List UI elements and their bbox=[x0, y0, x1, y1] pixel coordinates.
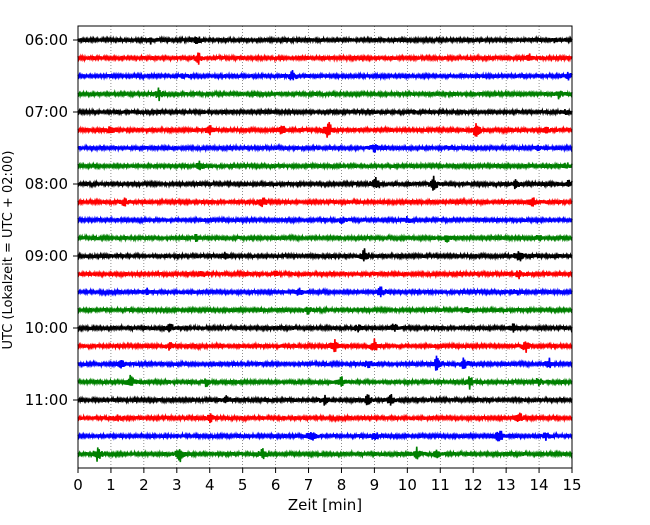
seismogram-trace bbox=[77, 34, 573, 46]
x-tick-label: 5 bbox=[238, 476, 248, 494]
plot-frame bbox=[77, 25, 573, 469]
seismogram-trace bbox=[77, 87, 573, 102]
seismogram-trace bbox=[77, 394, 573, 406]
x-tick-label: 10 bbox=[398, 476, 417, 494]
x-tick-label: 0 bbox=[73, 476, 83, 494]
y-axis-label: UTC (Lokalzeit = UTC + 02:00) bbox=[1, 151, 16, 350]
trace-layer bbox=[77, 34, 573, 463]
tick-layer: 0 1 2 3 4 5 6 7 8 9 10 11 12 13 14 1506:0007:0008:0009:… bbox=[25, 31, 582, 494]
seismogram-trace bbox=[77, 196, 573, 208]
seismogram-trace bbox=[77, 142, 573, 154]
x-tick-label: 2 bbox=[139, 476, 149, 494]
x-tick-label: 11 bbox=[431, 476, 450, 494]
seismogram-trace bbox=[77, 52, 573, 65]
seismogram-trace bbox=[77, 305, 573, 316]
y-tick-label: 11:00 bbox=[25, 391, 68, 409]
seismogram-trace bbox=[77, 430, 573, 442]
y-tick-label: 09:00 bbox=[25, 247, 68, 265]
x-tick-label: 1 bbox=[106, 476, 116, 494]
seismogram-trace bbox=[77, 355, 573, 371]
y-tick-label: 10:00 bbox=[25, 319, 68, 337]
seismogram-trace bbox=[77, 175, 573, 191]
seismogram-trace bbox=[77, 121, 573, 138]
seismogram-trace bbox=[77, 106, 573, 117]
seismogram-trace bbox=[77, 233, 573, 244]
y-tick-label: 07:00 bbox=[25, 103, 68, 121]
seismogram-trace bbox=[77, 322, 573, 334]
x-tick-label: 6 bbox=[271, 476, 281, 494]
x-tick-label: 14 bbox=[530, 476, 549, 494]
seismogram-trace bbox=[77, 286, 573, 298]
seismogram-trace bbox=[77, 70, 573, 82]
x-tick-label: 3 bbox=[172, 476, 182, 494]
x-axis-label: Zeit [min] bbox=[288, 496, 362, 514]
x-tick-label: 9 bbox=[370, 476, 380, 494]
seismogram-trace bbox=[77, 268, 573, 280]
seismogram-trace bbox=[77, 160, 573, 172]
seismogram-trace bbox=[77, 338, 573, 353]
x-tick-label: 8 bbox=[337, 476, 347, 494]
x-tick-label: 15 bbox=[562, 476, 581, 494]
seismogram-trace bbox=[77, 446, 573, 463]
seismogram-trace bbox=[77, 412, 573, 424]
y-tick-label: 08:00 bbox=[25, 175, 68, 193]
x-tick-label: 13 bbox=[497, 476, 516, 494]
seismogram-trace bbox=[77, 374, 573, 390]
x-tick-label: 4 bbox=[205, 476, 215, 494]
x-tick-label: 12 bbox=[464, 476, 483, 494]
seismogram-trace bbox=[77, 248, 573, 262]
seismogram-trace bbox=[77, 215, 573, 226]
x-tick-label: 7 bbox=[304, 476, 314, 494]
y-tick-label: 06:00 bbox=[25, 31, 68, 49]
